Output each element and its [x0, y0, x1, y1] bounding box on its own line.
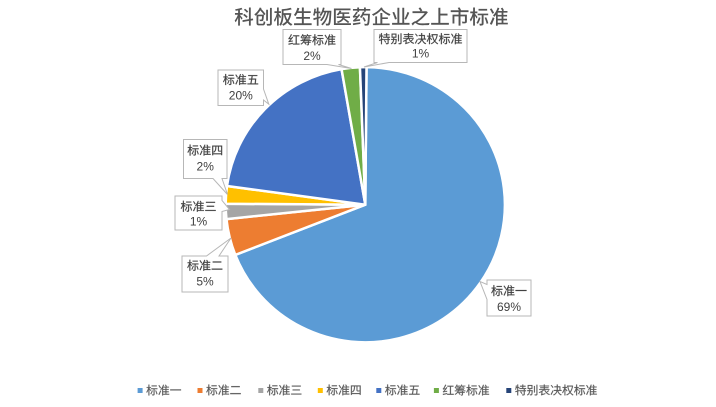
- svg-text:1%: 1%: [412, 47, 430, 61]
- svg-text:20%: 20%: [229, 89, 253, 103]
- svg-text:5%: 5%: [196, 275, 214, 289]
- svg-text:2%: 2%: [303, 49, 321, 63]
- svg-text:69%: 69%: [497, 300, 521, 314]
- svg-text:2%: 2%: [197, 160, 215, 174]
- svg-text:1%: 1%: [190, 214, 208, 228]
